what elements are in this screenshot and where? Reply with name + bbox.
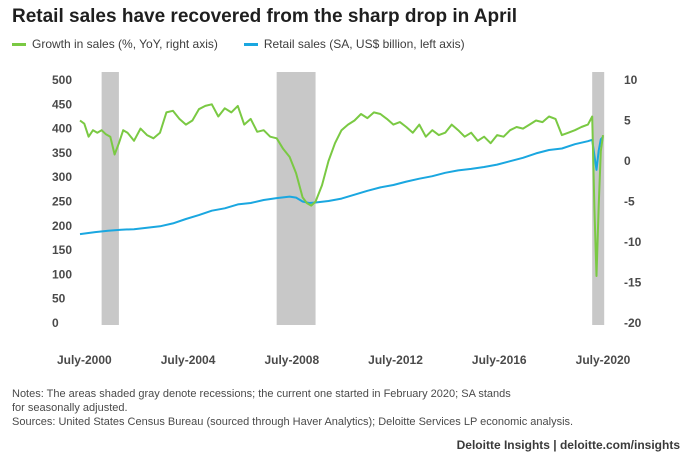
left-tick-label: 400 <box>52 122 72 136</box>
legend-label-sales: Retail sales (SA, US$ billion, left axis… <box>263 37 465 51</box>
sources-line: Sources: United States Census Bureau (so… <box>12 416 574 428</box>
left-tick-label: 50 <box>52 292 66 306</box>
left-tick-label: 100 <box>52 267 72 281</box>
left-tick-label: 250 <box>52 195 72 209</box>
legend-swatch-growth <box>12 42 26 46</box>
right-tick-label: 0 <box>624 154 631 168</box>
x-tick-label: July-2012 <box>368 353 423 367</box>
chart-plot: 050100150200250300350400450500-20-15-10-… <box>52 72 642 367</box>
legend-item-growth: Growth in sales (%, YoY, right axis) <box>12 37 218 51</box>
legend: Growth in sales (%, YoY, right axis) Ret… <box>12 37 465 51</box>
legend-swatch-sales <box>243 42 258 46</box>
x-tick-label: July-2000 <box>57 353 112 367</box>
notes-line-1: Notes: The areas shaded gray denote rece… <box>12 388 511 400</box>
notes: Notes: The areas shaded gray denote rece… <box>12 387 672 429</box>
left-tick-label: 200 <box>52 219 72 233</box>
legend-label-growth: Growth in sales (%, YoY, right axis) <box>32 37 218 51</box>
left-tick-label: 150 <box>52 243 72 257</box>
x-tick-label: July-2020 <box>576 353 631 367</box>
chart-title: Retail sales have recovered from the sha… <box>12 6 518 27</box>
left-tick-label: 0 <box>52 316 59 330</box>
credit: Deloitte Insights | deloitte.com/insight… <box>456 438 680 452</box>
left-tick-label: 500 <box>52 73 72 87</box>
right-tick-label: 5 <box>624 114 631 128</box>
notes-line-2: for seasonally adjusted. <box>12 402 128 414</box>
recession-band-1 <box>101 72 119 325</box>
series-line-retail-sales <box>79 136 604 236</box>
x-tick-label: July-2016 <box>472 353 527 367</box>
right-tick-label: -20 <box>624 316 642 330</box>
right-tick-label: 10 <box>624 73 638 87</box>
left-tick-label: 300 <box>52 170 72 184</box>
right-tick-label: -15 <box>624 276 642 290</box>
left-tick-label: 450 <box>52 97 72 111</box>
x-tick-label: July-2008 <box>264 353 319 367</box>
left-tick-label: 350 <box>52 146 72 160</box>
right-tick-label: -5 <box>624 195 635 209</box>
series-line-growth <box>79 103 604 277</box>
right-tick-label: -10 <box>624 235 642 249</box>
x-tick-label: July-2004 <box>161 353 216 367</box>
legend-item-sales: Retail sales (SA, US$ billion, left axis… <box>243 37 465 51</box>
